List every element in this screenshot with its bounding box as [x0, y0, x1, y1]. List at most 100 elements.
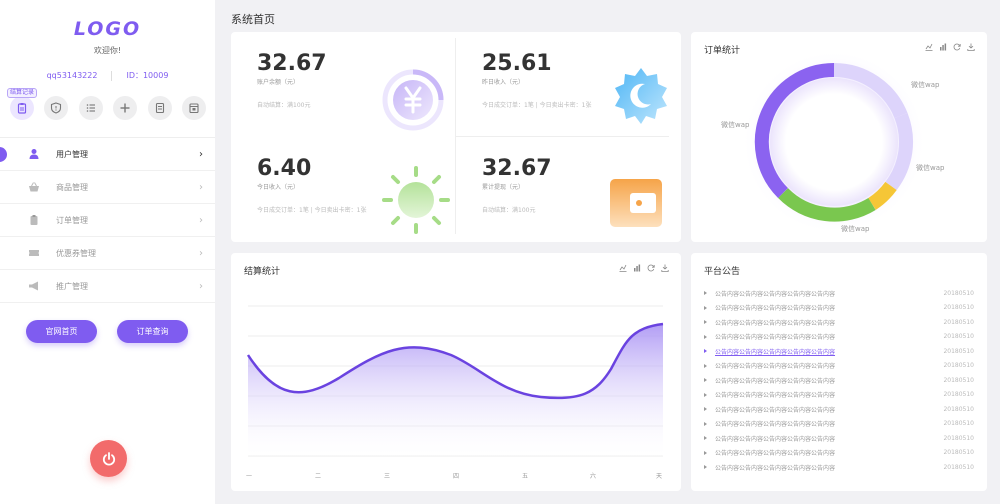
bullet-icon — [704, 334, 707, 339]
stats-card: 32.67 账户余额（元） 自动结算：满100元 25.61 昨日收入（元） 今… — [231, 32, 681, 242]
card-title: 结算统计 — [244, 267, 281, 277]
list-item[interactable]: 公告内容公告内容公告内容公告内容公告内容 20180510 — [704, 315, 974, 330]
quick-actions: 结算记录 — [7, 88, 206, 120]
bar-chart-icon[interactable] — [633, 264, 641, 272]
donut-chart: 微信wap 微信wap 微信wap 微信wap — [721, 50, 945, 234]
active-indicator — [0, 147, 7, 162]
orders-card: 订单统计 微信wap 微信wap 微信wap 微信wap — [691, 32, 987, 242]
x-tick-label: 六 — [590, 473, 597, 480]
sidebar-buttons: 官网首页 订单查询 — [26, 320, 188, 343]
notice-text[interactable]: 公告内容公告内容公告内容公告内容公告内容 — [715, 421, 836, 429]
stat-desc: 自动结算：满100元 — [482, 207, 536, 214]
list-item[interactable]: 公告内容公告内容公告内容公告内容公告内容 20180510 — [704, 388, 974, 403]
user-id: ID：10009 — [126, 71, 169, 80]
list-item[interactable]: 公告内容公告内容公告内容公告内容公告内容 20180510 — [704, 446, 974, 461]
list-item[interactable]: 公告内容公告内容公告内容公告内容公告内容 20180510 — [704, 286, 974, 301]
refresh-icon[interactable] — [953, 43, 961, 51]
bullet-icon — [704, 320, 707, 325]
list-item[interactable]: 公告内容公告内容公告内容公告内容公告内容 20180510 — [704, 344, 974, 359]
line-chart-icon[interactable] — [619, 264, 627, 272]
shield-icon[interactable] — [44, 96, 69, 120]
list-icon[interactable] — [78, 96, 103, 120]
line-chart-icon[interactable] — [925, 43, 933, 51]
stat-label: 累计提现（元） — [482, 184, 525, 191]
notice-text[interactable]: 公告内容公告内容公告内容公告内容公告内容 — [715, 348, 836, 356]
donut-label: 微信wap — [841, 224, 870, 233]
calendar-icon[interactable] — [181, 96, 206, 120]
notice-text[interactable]: 公告内容公告内容公告内容公告内容公告内容 — [715, 464, 836, 472]
stat-yesterday: 25.61 昨日收入（元） 今日成交订单：1笔 | 今日卖出卡密：1张 — [456, 32, 681, 137]
order-query-button[interactable]: 订单查询 — [117, 320, 188, 343]
bar-chart-icon[interactable] — [939, 43, 947, 51]
x-tick-label: 一 — [246, 473, 253, 480]
sidebar: LOGO 欢迎你! qq53143222 ID：10009 结算记录 — [0, 0, 215, 504]
notice-text[interactable]: 公告内容公告内容公告内容公告内容公告内容 — [715, 392, 836, 400]
notice-text[interactable]: 公告内容公告内容公告内容公告内容公告内容 — [715, 406, 836, 414]
list-item[interactable]: 公告内容公告内容公告内容公告内容公告内容 20180510 — [704, 301, 974, 316]
list-item[interactable]: 公告内容公告内容公告内容公告内容公告内容 20180510 — [704, 417, 974, 432]
refresh-icon[interactable] — [647, 264, 655, 272]
list-item[interactable]: 公告内容公告内容公告内容公告内容公告内容 20180510 — [704, 402, 974, 417]
notice-date: 20180510 — [943, 333, 974, 341]
donut-slice — [867, 181, 897, 210]
divider — [455, 136, 669, 137]
chevron-right-icon: › — [199, 148, 203, 160]
stat-desc: 今日成交订单：1笔 | 今日卖出卡密：1张 — [257, 207, 367, 214]
notice-text[interactable]: 公告内容公告内容公告内容公告内容公告内容 — [715, 290, 836, 298]
logo[interactable]: LOGO — [73, 18, 142, 40]
notice-date: 20180510 — [943, 376, 974, 384]
notice-text[interactable]: 公告内容公告内容公告内容公告内容公告内容 — [715, 319, 836, 327]
notice-text[interactable]: 公告内容公告内容公告内容公告内容公告内容 — [715, 363, 836, 371]
list-item[interactable]: 公告内容公告内容公告内容公告内容公告内容 20180510 — [704, 330, 974, 345]
sidebar-item-users[interactable]: 用户管理 › — [0, 138, 215, 171]
list-item[interactable]: 公告内容公告内容公告内容公告内容公告内容 20180510 — [704, 460, 974, 475]
bullet-icon — [704, 450, 707, 455]
notice-text[interactable]: 公告内容公告内容公告内容公告内容公告内容 — [715, 305, 836, 313]
bullet-icon — [704, 392, 707, 397]
plus-icon[interactable] — [113, 96, 138, 120]
bullet-icon — [704, 378, 707, 383]
sidebar-item-coupons[interactable]: 优惠券管理 › — [0, 237, 215, 270]
sidebar-item-label: 用户管理 — [56, 149, 88, 159]
welcome-text: 欢迎你! — [93, 46, 122, 55]
document-icon[interactable] — [147, 96, 172, 120]
donut-label: 微信wap — [911, 80, 940, 89]
notice-date: 20180510 — [943, 434, 974, 442]
quick-tag: 结算记录 — [7, 88, 38, 98]
download-icon[interactable] — [661, 264, 669, 272]
user-info: qq53143222 ID：10009 — [0, 70, 215, 81]
wallet-icon — [610, 179, 662, 227]
card-title: 平台公告 — [704, 267, 741, 277]
download-icon[interactable] — [967, 43, 975, 51]
chevron-right-icon: › — [199, 214, 203, 226]
chart-toolbar — [619, 264, 669, 272]
stat-value: 6.40 — [257, 156, 312, 181]
home-button[interactable]: 官网首页 — [26, 320, 97, 343]
notice-text[interactable]: 公告内容公告内容公告内容公告内容公告内容 — [715, 377, 836, 385]
sidebar-item-orders[interactable]: 订单管理 › — [0, 204, 215, 237]
chart-toolbar — [925, 43, 975, 51]
notice-text[interactable]: 公告内容公告内容公告内容公告内容公告内容 — [715, 435, 836, 443]
list-item[interactable]: 公告内容公告内容公告内容公告内容公告内容 20180510 — [704, 373, 974, 388]
stat-balance: 32.67 账户余额（元） 自动结算：满100元 — [231, 32, 456, 137]
sidebar-item-label: 推广管理 — [56, 281, 88, 291]
sidebar-item-products[interactable]: 商品管理 › — [0, 171, 215, 204]
bullet-icon — [704, 436, 707, 441]
list-item[interactable]: 公告内容公告内容公告内容公告内容公告内容 20180510 — [704, 431, 974, 446]
stat-value: 25.61 — [482, 51, 552, 76]
list-item[interactable]: 公告内容公告内容公告内容公告内容公告内容 20180510 — [704, 359, 974, 374]
sidebar-item-promotion[interactable]: 推广管理 › — [0, 270, 215, 303]
stat-withdraw: 32.67 累计提现（元） 自动结算：满100元 — [456, 137, 681, 242]
clipboard-icon[interactable]: 结算记录 — [7, 88, 38, 120]
settlement-card: 结算统计 一 二 三 四 五 六 天 — [231, 253, 681, 491]
notice-text[interactable]: 公告内容公告内容公告内容公告内容公告内容 — [715, 334, 836, 342]
divider — [111, 70, 113, 81]
power-button[interactable] — [90, 440, 127, 477]
card-title: 订单统计 — [704, 46, 741, 56]
notice-list: 公告内容公告内容公告内容公告内容公告内容 20180510 公告内容公告内容公告内… — [704, 286, 974, 475]
stat-label: 账户余额（元） — [257, 79, 300, 86]
notice-text[interactable]: 公告内容公告内容公告内容公告内容公告内容 — [715, 450, 836, 458]
notice-date: 20180510 — [943, 362, 974, 370]
bullet-icon — [704, 349, 707, 354]
donut-slice — [833, 62, 908, 119]
